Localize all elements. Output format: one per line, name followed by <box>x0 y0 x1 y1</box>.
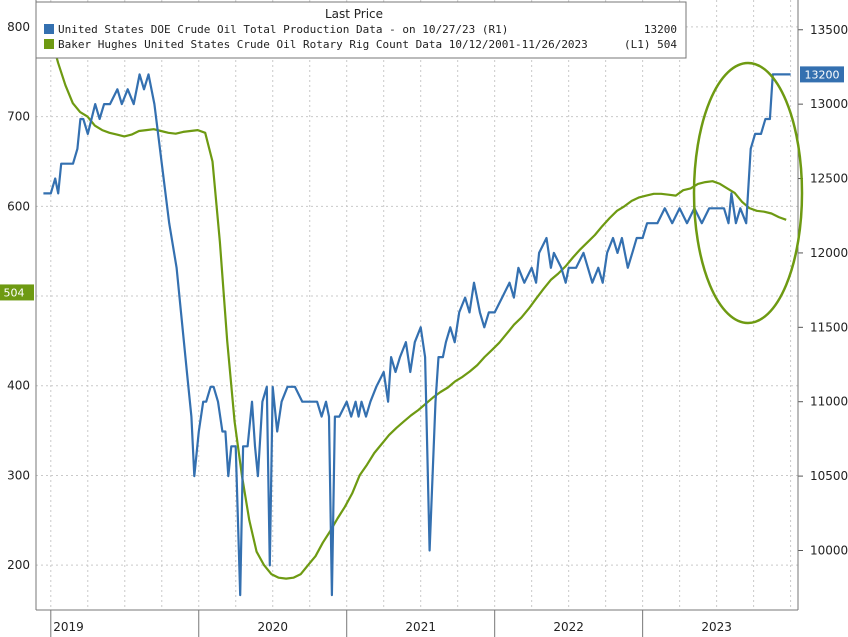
left-tick-label: 400 <box>7 379 30 393</box>
right-tick-label: 10000 <box>810 543 848 557</box>
x-tick-label: 2020 <box>257 620 288 634</box>
x-axis-ticks: 2019 2020 2021 2022 2023 <box>53 620 732 634</box>
x-tick-label: 2019 <box>53 620 84 634</box>
legend-box <box>35 1 687 59</box>
x-tick-label: 2021 <box>405 620 436 634</box>
legend-entry-label: Baker Hughes United States Crude Oil Rot… <box>58 38 588 51</box>
axes <box>35 0 803 637</box>
x-tick-label: 2022 <box>553 620 584 634</box>
legend-entry-value: 13200 <box>644 23 677 36</box>
right-tick-label: 12500 <box>810 172 848 186</box>
left-tick-label: 300 <box>7 468 30 482</box>
right-tick-label: 11000 <box>810 395 848 409</box>
right-axis-ticks: 10000 10500 11000 11500 12000 12500 13000 13500 <box>810 23 848 558</box>
annotation-ellipse-group <box>692 61 804 325</box>
legend-swatch <box>44 24 54 34</box>
left-tick-label: 800 <box>7 20 30 34</box>
right-tick-label: 13500 <box>810 23 848 37</box>
last-value-badges: 13200 504 <box>0 66 844 301</box>
right-tick-label: 10500 <box>810 469 848 483</box>
legend-swatch <box>44 39 54 49</box>
right-value-badge <box>800 66 844 83</box>
rig-count-line <box>42 8 787 580</box>
legend: Last Price United States DOE Crude Oil To… <box>35 1 687 59</box>
series-production <box>43 73 791 597</box>
right-value-badge-text: 13200 <box>805 68 840 81</box>
right-tick-label: 11500 <box>810 320 848 334</box>
legend-entry-label: United States DOE Crude Oil Total Produc… <box>58 23 508 36</box>
left-value-badge <box>0 284 34 301</box>
left-axis-ticks: 200300400500600700800 <box>7 20 30 572</box>
left-value-badge-text: 504 <box>4 286 25 299</box>
left-tick-label: 600 <box>7 199 30 213</box>
legend-title: Last Price <box>325 7 383 21</box>
series-rig-count <box>42 8 787 580</box>
x-tick-label: 2023 <box>701 620 732 634</box>
left-tick-label: 200 <box>7 558 30 572</box>
highlight-ellipse <box>692 61 804 325</box>
left-tick-label: 700 <box>7 110 30 124</box>
right-tick-label: 12000 <box>810 246 848 260</box>
legend-entry-value: (L1) 504 <box>624 38 677 51</box>
right-tick-label: 13000 <box>810 97 848 111</box>
production-line <box>43 73 791 597</box>
